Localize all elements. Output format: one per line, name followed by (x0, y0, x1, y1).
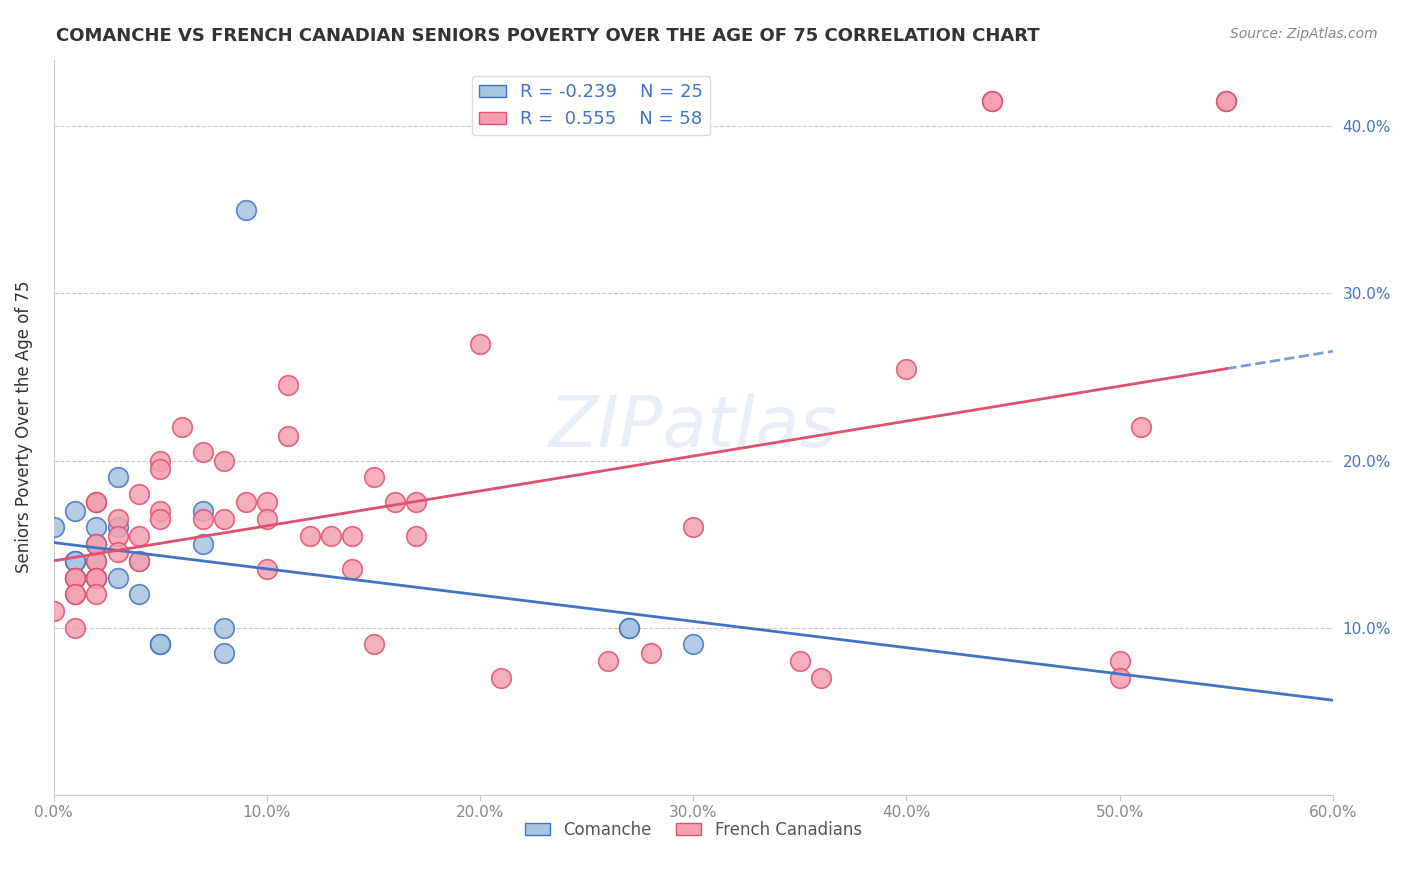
Text: Source: ZipAtlas.com: Source: ZipAtlas.com (1230, 27, 1378, 41)
Point (384, 495, 406, 509)
Point (107, 512, 129, 526)
Point (277, 378, 299, 392)
Point (191, 537, 214, 551)
Point (619, 621, 641, 635)
Point (63, 570, 86, 584)
Point (319, 529, 342, 543)
Point (86, 570, 108, 584)
Point (640, 646, 662, 660)
Point (63, 621, 86, 635)
Point (1108, 654, 1130, 668)
Point (149, 512, 172, 526)
Point (86, 554, 108, 568)
Point (256, 512, 278, 526)
Point (191, 504, 214, 518)
Point (63, 504, 86, 518)
Point (235, 495, 257, 509)
Point (86, 537, 108, 551)
Point (363, 637, 385, 651)
Point (214, 621, 236, 635)
Point (42, 520, 65, 534)
Point (149, 504, 172, 518)
Point (363, 470, 385, 484)
Point (149, 637, 172, 651)
Point (86, 587, 108, 601)
Point (86, 570, 108, 584)
Point (405, 529, 427, 543)
Point (107, 570, 129, 584)
Point (149, 453, 172, 467)
Point (1215, 95, 1237, 109)
Point (256, 562, 278, 576)
Point (342, 562, 364, 576)
Point (128, 554, 150, 568)
Point (342, 529, 364, 543)
Text: COMANCHE VS FRENCH CANADIAN SENIORS POVERTY OVER THE AGE OF 75 CORRELATION CHART: COMANCHE VS FRENCH CANADIAN SENIORS POVE… (56, 27, 1040, 45)
Point (1129, 420, 1152, 434)
Point (86, 570, 108, 584)
Point (107, 545, 129, 559)
Point (405, 495, 427, 509)
Point (86, 520, 108, 534)
Point (214, 646, 236, 660)
Point (149, 462, 172, 476)
Point (619, 621, 641, 635)
Point (42, 604, 65, 618)
Point (298, 529, 321, 543)
Point (63, 554, 86, 568)
Point (980, 95, 1002, 109)
Point (63, 587, 86, 601)
Point (63, 570, 86, 584)
Point (107, 520, 129, 534)
Point (149, 637, 172, 651)
Y-axis label: Seniors Poverty Over the Age of 75: Seniors Poverty Over the Age of 75 (15, 281, 32, 574)
Point (191, 512, 214, 526)
Point (682, 637, 704, 651)
Point (1215, 95, 1237, 109)
Point (107, 470, 129, 484)
Point (86, 570, 108, 584)
Point (214, 512, 236, 526)
Point (86, 537, 108, 551)
Point (63, 570, 86, 584)
Point (63, 587, 86, 601)
Point (86, 495, 108, 509)
Point (980, 95, 1002, 109)
Text: ZIPatlas: ZIPatlas (548, 392, 838, 462)
Point (277, 428, 299, 442)
Point (191, 445, 214, 459)
Point (596, 654, 619, 668)
Point (214, 453, 236, 467)
Point (789, 654, 811, 668)
Point (810, 671, 832, 685)
Point (63, 554, 86, 568)
Point (86, 554, 108, 568)
Point (1108, 671, 1130, 685)
Point (682, 520, 704, 534)
Legend: Comanche, French Canadians: Comanche, French Canadians (517, 814, 869, 846)
Point (170, 420, 193, 434)
Point (128, 554, 150, 568)
Point (896, 361, 918, 376)
Point (256, 495, 278, 509)
Point (128, 587, 150, 601)
Point (86, 495, 108, 509)
Point (468, 336, 491, 351)
Point (128, 529, 150, 543)
Point (491, 671, 513, 685)
Point (128, 487, 150, 501)
Point (235, 202, 257, 217)
Point (107, 529, 129, 543)
